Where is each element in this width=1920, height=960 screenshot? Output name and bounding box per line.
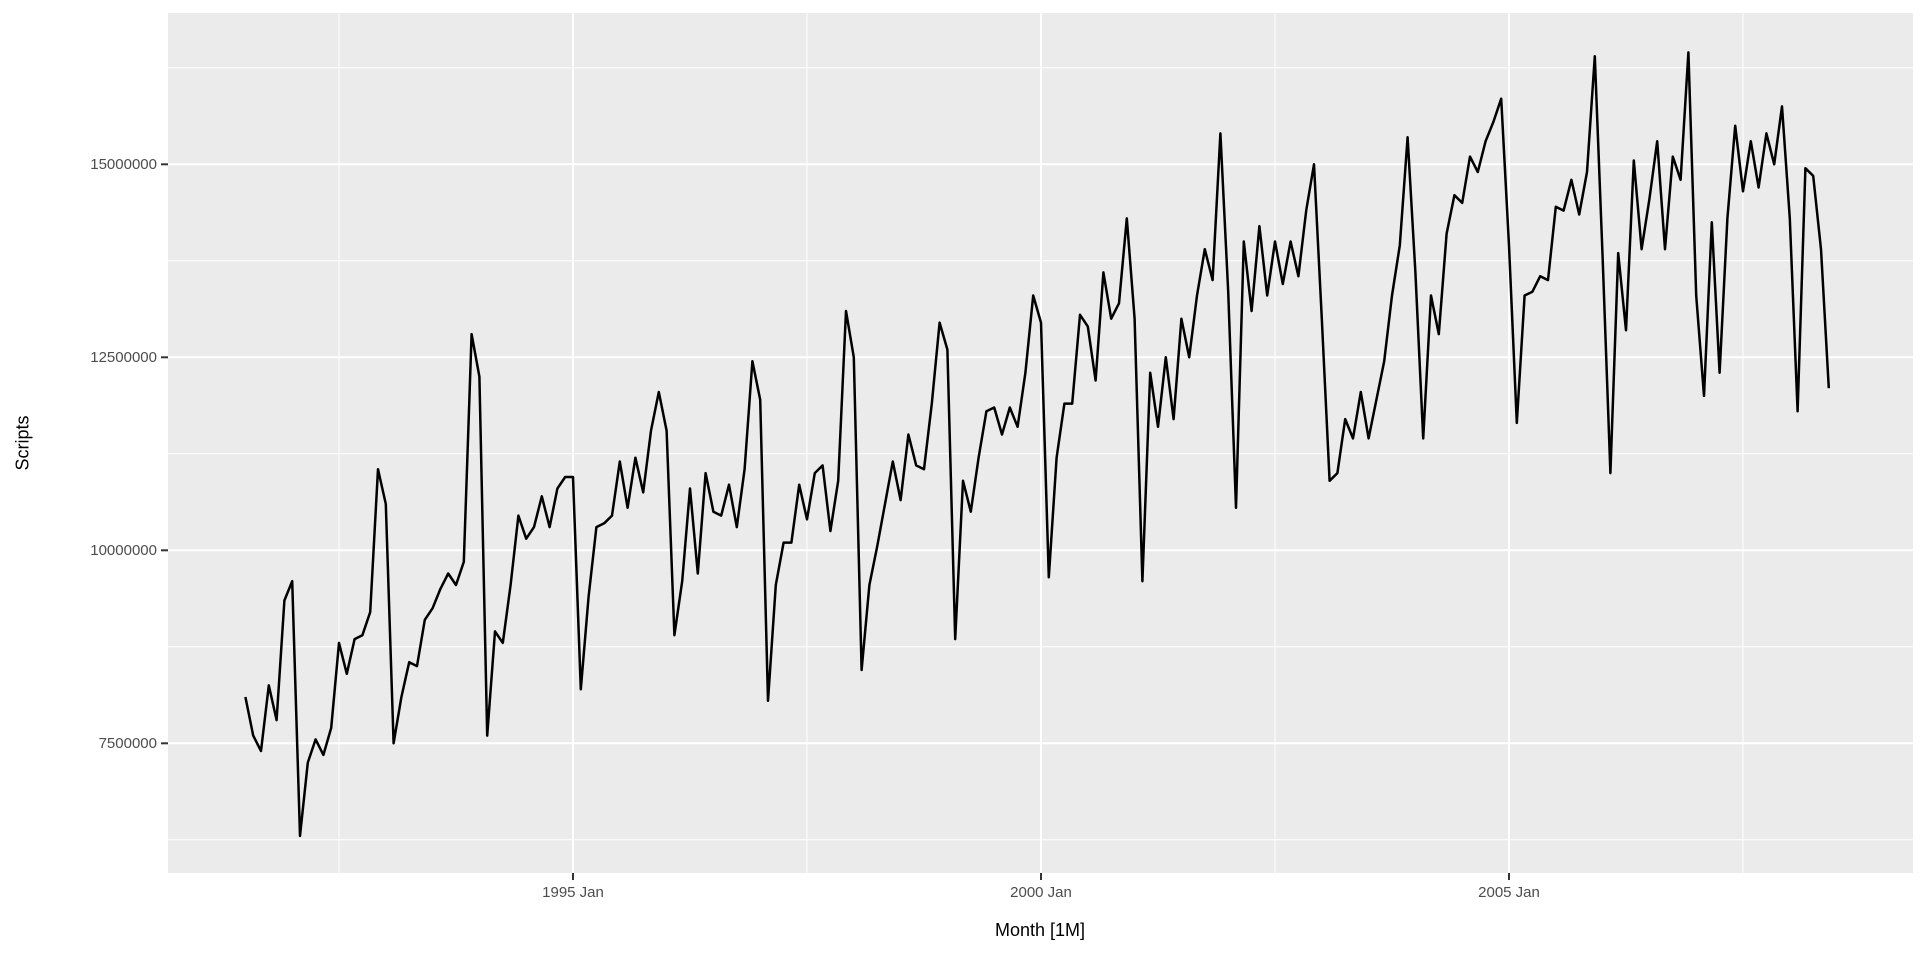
- x-tick-label: 2000 Jan: [1010, 884, 1072, 901]
- x-tick-label: 2005 Jan: [1478, 884, 1540, 901]
- y-tick-label: 15000000: [90, 155, 157, 173]
- y-tick-label: 12500000: [90, 348, 157, 366]
- x-tick-label: 1995 Jan: [542, 884, 604, 901]
- y-tick-label: 7500000: [98, 734, 157, 752]
- y-tick-label: 10000000: [90, 541, 157, 559]
- data-line-scripts: [244, 51, 1831, 838]
- y-axis-title: Scripts: [12, 415, 33, 471]
- x-axis-title: Month [1M]: [994, 920, 1086, 940]
